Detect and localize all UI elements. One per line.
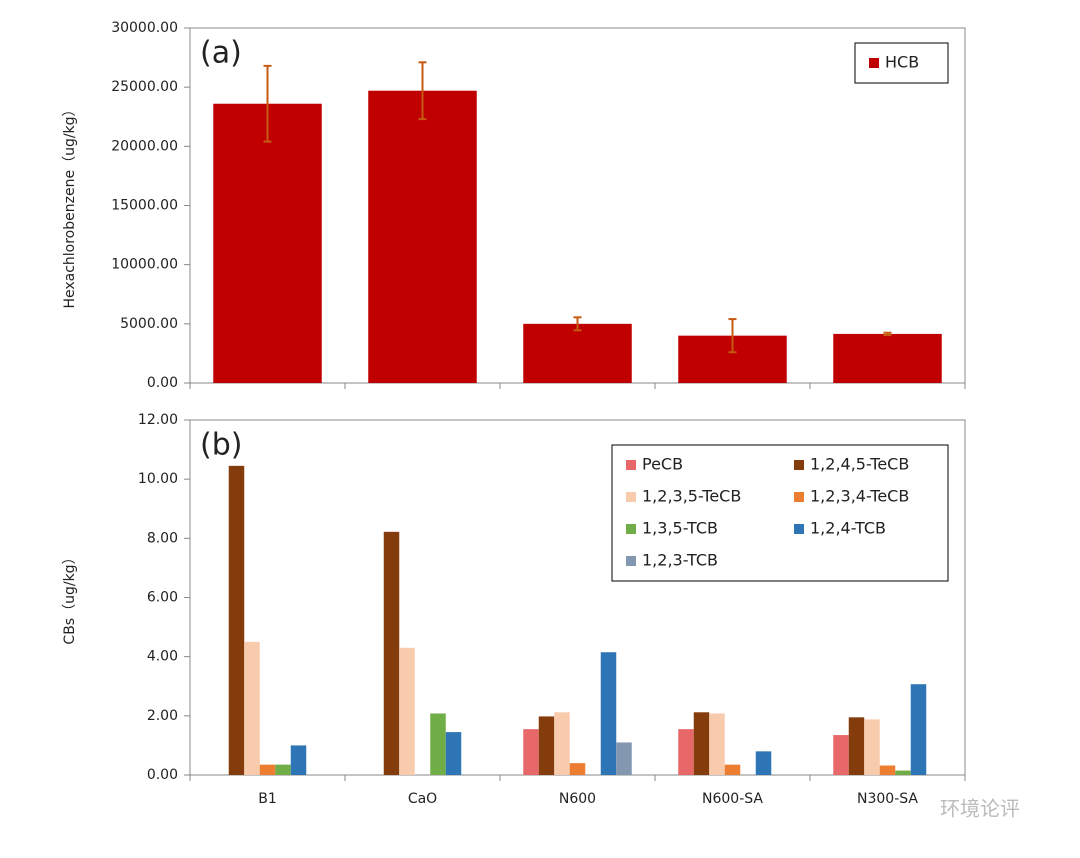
x-tick-label: N600-SA: [702, 791, 763, 807]
y-tick-label: 20000.00: [111, 138, 178, 154]
bar: [678, 729, 694, 775]
y-tick-label: 8.00: [147, 530, 178, 546]
y-tick-label: 4.00: [147, 649, 178, 665]
legend-label: 1,2,3,4-TeCB: [810, 487, 909, 506]
bar: [569, 763, 586, 775]
bar: [554, 712, 570, 775]
legend-label: PeCB: [642, 455, 683, 474]
legend-label: 1,3,5-TCB: [642, 519, 718, 538]
bar: [399, 647, 415, 775]
bar: [244, 641, 260, 775]
annotation: (b): [200, 428, 242, 463]
error-bar: [883, 331, 892, 337]
bar: [833, 735, 849, 775]
bar: [213, 103, 322, 383]
bar: [709, 713, 725, 775]
watermark: 环境论评: [940, 797, 1020, 821]
legend-swatch: [626, 492, 636, 502]
y-tick-label: 5000.00: [120, 316, 178, 332]
y-tick-label: 2.00: [147, 708, 178, 724]
bar: [600, 652, 617, 775]
x-tick-label: CaO: [408, 791, 437, 807]
annotation: (a): [200, 36, 242, 71]
error-bar: [263, 64, 272, 143]
bar: [848, 717, 865, 775]
y-tick-label: 10.00: [138, 471, 178, 487]
error-bar: [573, 316, 582, 332]
bar: [383, 531, 400, 775]
legend-swatch: [794, 492, 804, 502]
legend-box: [611, 444, 949, 582]
bar: [523, 323, 632, 383]
bar: [864, 719, 880, 775]
error-bar: [418, 61, 427, 121]
y-tick-label: 10000.00: [111, 257, 178, 273]
x-tick-label: N300-SA: [857, 791, 918, 807]
y-axis-title: Hexachlorobenzene（ug/kg）: [62, 102, 78, 308]
bar: [910, 684, 927, 775]
x-tick-label: N600: [559, 791, 596, 807]
bar: [290, 745, 307, 775]
bar: [538, 716, 555, 775]
error-bar: [728, 318, 737, 354]
bar: [833, 333, 942, 383]
bar: [616, 742, 632, 775]
bar: [259, 764, 276, 775]
legend-label: 1,2,3,5-TeCB: [642, 487, 741, 506]
legend-label: 1,2,3-TCB: [642, 551, 718, 570]
bar: [879, 765, 896, 775]
y-tick-label: 0.00: [147, 375, 178, 391]
y-tick-label: 15000.00: [111, 198, 178, 214]
legend-swatch: [626, 556, 636, 566]
legend-swatch: [626, 524, 636, 534]
bar: [228, 465, 245, 775]
bar: [368, 90, 477, 383]
bar: [430, 713, 446, 775]
y-tick-label: 0.00: [147, 767, 178, 783]
bar: [523, 729, 539, 775]
legend-label: HCB: [885, 53, 919, 72]
legend-label: 1,2,4,5-TeCB: [810, 455, 909, 474]
y-tick-label: 6.00: [147, 590, 178, 606]
legend-swatch: [869, 58, 879, 68]
legend-swatch: [794, 524, 804, 534]
bar: [275, 764, 291, 775]
y-axis-title: CBs（ug/kg）: [62, 550, 78, 644]
x-tick-label: B1: [258, 791, 277, 807]
y-tick-label: 25000.00: [111, 79, 178, 95]
y-tick-label: 30000.00: [111, 20, 178, 36]
bar: [895, 770, 911, 775]
legend-swatch: [794, 460, 804, 470]
y-tick-label: 12.00: [138, 412, 178, 428]
legend-label: 1,2,4-TCB: [810, 519, 886, 538]
bar: [724, 764, 741, 775]
legend-swatch: [626, 460, 636, 470]
bar: [755, 751, 772, 775]
bar: [693, 712, 710, 775]
bar: [445, 732, 462, 775]
